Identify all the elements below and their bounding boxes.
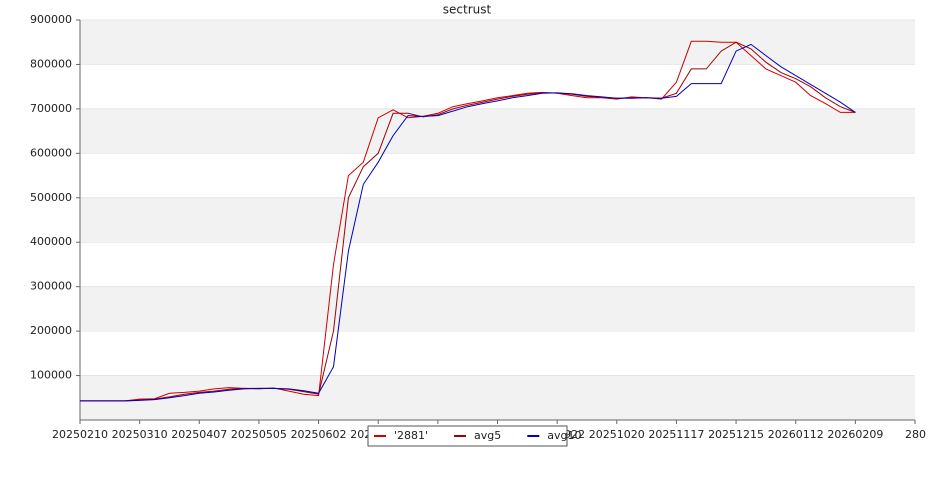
x-tick-label: 20260209 [827, 428, 883, 441]
series-line [80, 43, 856, 402]
x-tick-label: 20250310 [112, 428, 168, 441]
x-tick-label: 20250210 [52, 428, 108, 441]
y-tick-label: 100000 [30, 369, 72, 382]
legend-label: '2881' [394, 429, 428, 442]
y-tick-label: 200000 [30, 324, 72, 337]
series-line [80, 41, 856, 402]
grid-band [80, 197, 915, 243]
legend: '2881' avg5 avg10 [367, 425, 582, 447]
x-tick-label: 20250407 [171, 428, 227, 441]
grid-band [80, 20, 915, 65]
y-tick-label: 300000 [30, 280, 72, 293]
y-tick-label: 700000 [30, 102, 72, 115]
y-tick-label: 400000 [30, 235, 72, 248]
grid-band [80, 286, 915, 332]
y-tick-label: 500000 [30, 191, 72, 204]
series-line [80, 40, 856, 402]
legend-label: avg10 [547, 429, 581, 442]
chart-title: sectrust [443, 3, 492, 17]
grid-band [80, 375, 915, 420]
x-tick-label: 20251020 [589, 428, 645, 441]
x-tick-label: 20251215 [708, 428, 764, 441]
x-tick-label: 20251117 [648, 428, 704, 441]
legend-box [367, 425, 568, 447]
y-tick-label: 800000 [30, 57, 72, 70]
x-tick-label: 280 [905, 428, 926, 441]
x-tick-label: 20260112 [768, 428, 824, 441]
grid-band [80, 108, 915, 154]
y-tick-label: 600000 [30, 146, 72, 159]
x-tick-label: 20250505 [231, 428, 287, 441]
legend-label: avg5 [474, 429, 501, 442]
y-tick-label: 900000 [30, 13, 72, 26]
x-tick-label: 20250602 [291, 428, 347, 441]
